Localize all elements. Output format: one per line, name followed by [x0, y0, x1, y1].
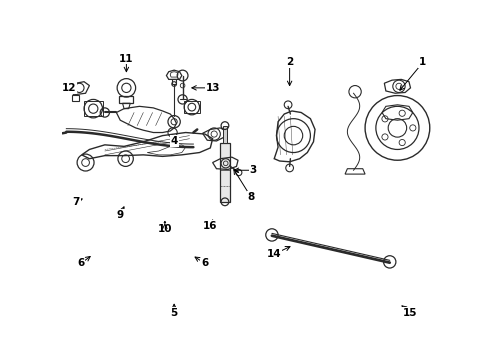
- Text: 5: 5: [171, 308, 178, 318]
- Text: 14: 14: [267, 249, 282, 259]
- Text: 3: 3: [250, 165, 257, 175]
- Text: 2: 2: [286, 58, 293, 67]
- Text: 7: 7: [73, 197, 80, 207]
- Text: 8: 8: [247, 192, 255, 202]
- Text: 9: 9: [117, 210, 124, 220]
- Polygon shape: [220, 143, 230, 202]
- Text: 11: 11: [119, 54, 134, 64]
- Text: 10: 10: [158, 223, 172, 233]
- Text: 16: 16: [203, 221, 218, 231]
- Polygon shape: [222, 126, 227, 143]
- Text: 12: 12: [61, 83, 76, 93]
- Text: 15: 15: [403, 308, 418, 318]
- Text: 10: 10: [158, 224, 172, 234]
- Text: 6: 6: [201, 258, 209, 269]
- Text: 4: 4: [171, 136, 178, 146]
- Text: 6: 6: [77, 258, 85, 269]
- Text: 1: 1: [419, 58, 426, 67]
- Text: 13: 13: [205, 83, 220, 93]
